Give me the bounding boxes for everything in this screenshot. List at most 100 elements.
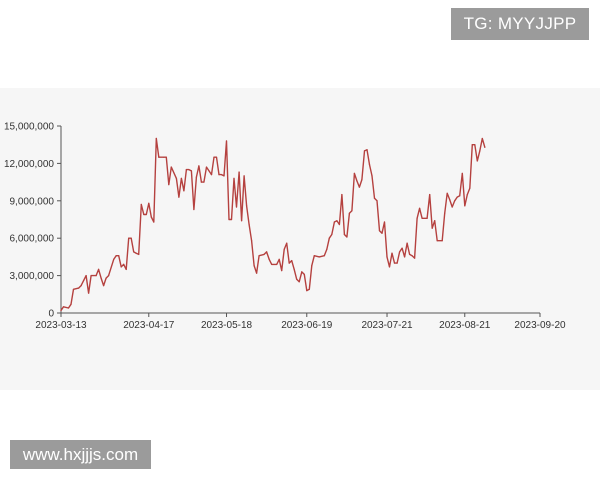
data-point [479,150,481,152]
data-point [125,268,127,270]
data-point [326,248,328,250]
y-tick-label: 15,000,000 [4,122,54,133]
data-point [368,164,371,166]
data-point [313,255,315,257]
data-point [135,252,137,254]
data-point [215,156,218,158]
data-point [444,212,446,214]
data-point [366,149,368,151]
data-point [343,233,345,236]
y-axis: 0 3,000,000 6,000,000 9,000,000 12,000,000 15… [4,122,62,320]
data-point [396,262,398,264]
data-point [471,144,473,146]
data-point [293,268,295,270]
data-point [404,256,406,258]
data-point [60,309,62,312]
data-point [414,257,416,259]
data-point [70,303,72,305]
data-point [113,258,115,260]
data-point [311,265,313,267]
data-point [456,196,458,198]
data-point [449,199,451,201]
data-point [474,144,476,146]
data-point [165,156,167,158]
y-tick-label: 0 [48,309,54,320]
data-point [399,251,401,253]
data-point [138,253,140,255]
y-tick-label: 9,000,000 [10,196,55,207]
data-point [170,166,172,168]
data-point [481,137,483,140]
data-point [291,260,293,262]
data-point [411,255,413,257]
x-tick-label: 2023-08-21 [439,320,491,331]
data-point [148,202,150,204]
data-point [108,275,110,277]
data-point [188,169,190,171]
data-point [246,205,248,207]
data-point [210,174,213,176]
x-tick-label: 2023-07-21 [361,320,413,331]
data-point [426,217,428,219]
data-point [180,177,182,179]
data-point [441,240,443,242]
data-point [238,171,240,173]
x-tick-label: 2023-09-20 [514,320,566,331]
data-point [308,288,310,290]
data-point [253,265,255,267]
chart-panel: 0 3,000,000 6,000,000 9,000,000 12,000,000 15… [0,88,600,390]
data-point [130,237,132,239]
data-point [363,150,366,152]
data-point [175,177,177,179]
data-point [158,156,160,158]
data-point [100,277,102,279]
data-point [306,290,308,292]
data-point [72,288,75,290]
data-point [153,221,155,223]
data-point [421,217,423,219]
data-point [436,240,438,242]
data-point [120,266,122,268]
data-point [163,156,165,158]
data-point [133,251,135,253]
data-point [185,169,187,171]
data-point [213,156,215,158]
data-point [88,292,90,294]
data-point [346,236,348,238]
data-point [98,268,100,270]
data-point [376,200,378,202]
data-point [145,213,147,216]
data-point [118,255,120,257]
x-tick-label: 2023-04-17 [123,320,175,331]
line-chart: 0 3,000,000 6,000,000 9,000,000 12,000,000 15… [4,122,566,332]
data-point [155,137,157,140]
data-point [243,175,245,177]
data-point [361,179,363,181]
data-point [80,285,82,287]
y-tick-label: 6,000,000 [10,234,55,245]
x-tick-label: 2023-03-13 [35,320,87,331]
data-point [258,255,260,257]
data-point [276,263,278,265]
data-point [353,172,355,174]
data-point [123,263,125,265]
data-point [466,194,468,196]
data-point [429,194,431,196]
data-point [333,221,335,223]
data-point [373,197,376,199]
data-point [230,218,233,221]
data-point [220,174,223,176]
data-point [301,271,303,273]
y-tick-label: 3,000,000 [10,271,55,282]
data-point [203,181,205,183]
data-point [464,205,466,207]
data-point [356,180,358,182]
data-point [303,273,305,275]
data-point [256,272,258,274]
data-point [323,255,325,257]
data-point [288,262,290,264]
data-point [115,255,117,257]
data-point [278,258,280,260]
data-point [241,220,243,222]
data-point [233,177,235,179]
